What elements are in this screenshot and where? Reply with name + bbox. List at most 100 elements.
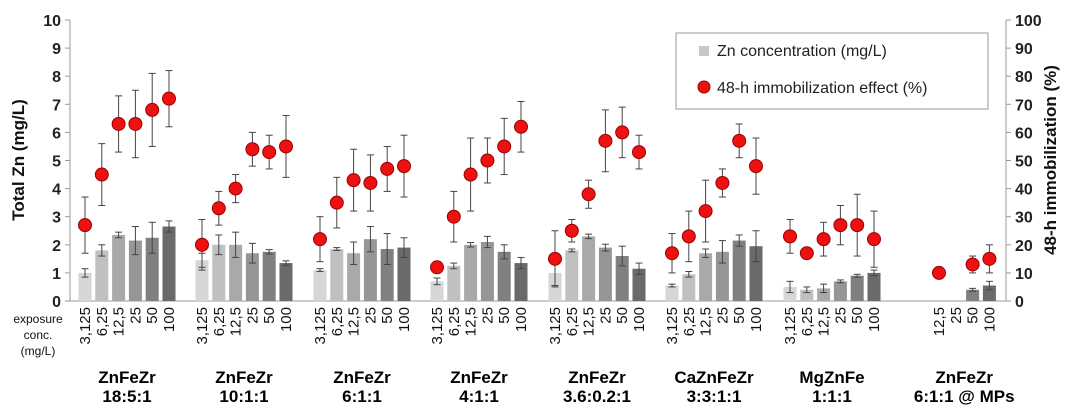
group-label-line1: ZnFeZr (935, 368, 993, 387)
immob-dot (94, 167, 109, 182)
left-tick-label: 1 (52, 266, 61, 283)
left-ticks: 0 1 2 3 4 5 6 7 8 9 10 (43, 13, 70, 311)
category-label: 25 (127, 307, 144, 324)
left-tick-label: 5 (52, 154, 61, 171)
y-right-axis-title: 48-h immobilization (%) (1041, 65, 1060, 255)
immob-dot (262, 145, 277, 160)
zn-bar (867, 272, 881, 301)
zn-bar (112, 234, 126, 301)
group-label-line1: ZnFeZr (450, 368, 508, 387)
right-tick-label: 0 (1015, 294, 1024, 311)
zn-bar (363, 239, 377, 301)
immob-dot (397, 159, 411, 174)
immob-dot (833, 218, 848, 233)
group-label-line1: CaZnFeZr (674, 368, 754, 387)
legend-dot-label: 48-h immobilization effect (%) (717, 80, 927, 97)
category-label: 3,125 (547, 307, 564, 345)
zn-bar (966, 289, 980, 301)
right-tick-label: 70 (1015, 97, 1033, 114)
exposure-label-line2: conc. (24, 328, 53, 342)
group-label-line2: 6:1:1 @ MPs (914, 387, 1015, 406)
group-label-line2: 1:1:1 (812, 387, 852, 406)
group-label-line1: MgZnFe (799, 368, 864, 387)
immob-dot (162, 91, 176, 106)
exposure-label-line1: exposure (13, 312, 63, 326)
immob-dot (145, 102, 160, 117)
immob-dot (430, 260, 444, 275)
zn-bar (582, 236, 596, 301)
immob-dot (816, 232, 831, 247)
immob-dot (446, 209, 461, 224)
immob-dot (313, 232, 327, 247)
immob-dot (867, 232, 881, 247)
immob-dot (346, 173, 361, 188)
immob-dot (982, 251, 997, 266)
group-label-line2: 6:1:1 (342, 387, 382, 406)
group-label-line1: ZnFeZr (98, 368, 156, 387)
immob-dot (698, 204, 713, 219)
zn-bar (78, 272, 92, 301)
group-label-line1: ZnFeZr (333, 368, 391, 387)
zn-bar (313, 270, 327, 301)
category-label: 12,5 (581, 307, 598, 336)
zn-bar (699, 253, 713, 301)
zn-bar (783, 286, 797, 301)
category-label: 3,125 (194, 307, 211, 345)
zn-bar (749, 246, 763, 301)
immob-dot (932, 265, 946, 280)
legend-box (675, 32, 989, 110)
legend-bar-label: Zn concentration (mg/L) (717, 43, 887, 60)
category-label: 12,5 (931, 307, 948, 336)
group-label-line2: 4:1:1 (459, 387, 499, 406)
category-label: 25 (948, 307, 965, 324)
immob-dot (497, 139, 512, 154)
left-tick-label: 0 (52, 294, 61, 311)
immob-dot (632, 145, 646, 160)
zn-bar (632, 268, 646, 301)
immob-dot (380, 161, 395, 176)
immob-dot (564, 223, 579, 238)
category-label: 12,5 (463, 307, 480, 336)
left-tick-label: 10 (43, 13, 61, 30)
category-label: 3,125 (77, 307, 94, 345)
category-label: 3,125 (312, 307, 329, 345)
category-label: 6,25 (446, 307, 463, 336)
category-label: 50 (144, 307, 161, 324)
zn-bar (430, 281, 444, 301)
zn-bar (464, 244, 478, 301)
right-tick-label: 20 (1015, 238, 1033, 255)
group-label-line1: ZnFeZr (215, 368, 273, 387)
category-label: 50 (731, 307, 748, 324)
immob-dot (78, 218, 92, 233)
category-labels: 3,125 6,25 12,5 25 50 100 3,125 6,25 12,5 25 50 100… (77, 307, 998, 345)
right-tick-label: 10 (1015, 266, 1033, 283)
category-label: 100 (748, 307, 765, 332)
zn-bar (615, 256, 629, 301)
legend: Zn concentration (mg/L) 48-h immobilizat… (675, 32, 989, 110)
category-label: 12,5 (346, 307, 363, 336)
immob-dot (715, 175, 730, 190)
zn-bar (665, 285, 679, 301)
zn-bar (598, 247, 612, 301)
legend-bar-swatch (699, 46, 709, 56)
category-label: 50 (614, 307, 631, 324)
right-tick-label: 50 (1015, 154, 1033, 171)
zn-bar (497, 251, 511, 301)
category-label: 12,5 (816, 307, 833, 336)
category-label: 100 (631, 307, 648, 332)
right-tick-label: 60 (1015, 125, 1033, 142)
zn-bar (732, 240, 746, 301)
category-label: 3,125 (429, 307, 446, 345)
category-label: 50 (965, 307, 982, 324)
immob-dot (128, 116, 143, 131)
zn-bar (162, 226, 176, 301)
left-tick-label: 7 (52, 97, 61, 114)
group-label-line2: 18:5:1 (102, 387, 151, 406)
zn-bar (95, 250, 109, 301)
zn-bar (682, 274, 696, 301)
dots-layer (78, 91, 997, 280)
category-label: 25 (832, 307, 849, 324)
zn-bar (800, 289, 814, 301)
category-label: 25 (244, 307, 261, 324)
zn-bar (850, 275, 864, 301)
